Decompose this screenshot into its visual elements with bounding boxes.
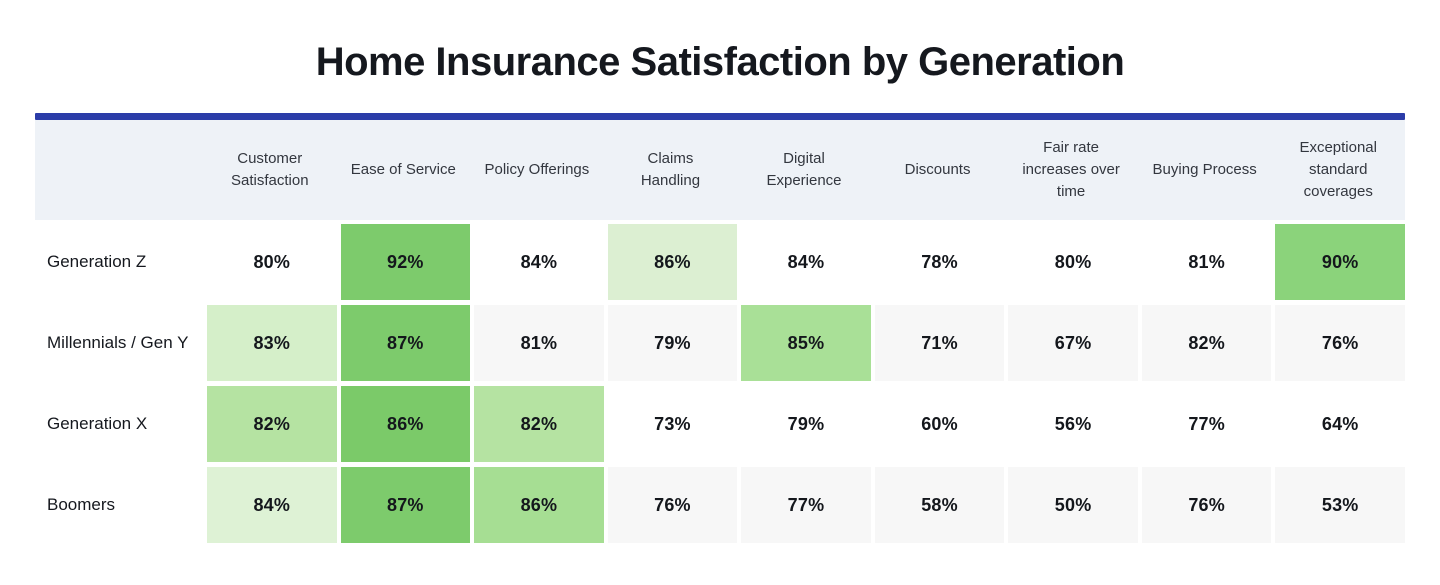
heatmap-cell: 84% xyxy=(474,224,604,300)
heatmap-cell: 90% xyxy=(1275,224,1405,300)
row-label: Generation X xyxy=(47,413,148,433)
heatmap-cell: 77% xyxy=(1141,386,1272,462)
heatmap-cell: 71% xyxy=(874,305,1005,381)
heatmap-header-row: Customer Satisfaction Ease of Service Poli… xyxy=(35,120,1405,220)
column-header: Claims Handling xyxy=(640,150,701,189)
page-title: Home Insurance Satisfaction by Generatio… xyxy=(315,40,1125,84)
heatmap-cell: 53% xyxy=(1275,467,1405,543)
column-header: Customer Satisfaction xyxy=(231,150,309,189)
heatmap-cell: 85% xyxy=(741,305,871,381)
column-header: Buying Process xyxy=(1152,161,1257,179)
heatmap-cell: 79% xyxy=(607,305,738,381)
heatmap-cell: 77% xyxy=(741,467,871,543)
column-header: Discounts xyxy=(904,161,971,179)
heatmap-cell: 80% xyxy=(207,224,337,300)
heatmap-cell: 79% xyxy=(741,386,871,462)
heatmap-cell: 86% xyxy=(607,224,738,300)
heatmap-cell: 76% xyxy=(1275,305,1405,381)
column-header: Ease of Service xyxy=(350,161,456,179)
heatmap-cell: 60% xyxy=(874,386,1005,462)
heatmap-cell: 80% xyxy=(1008,224,1138,300)
heatmap-cell: 78% xyxy=(874,224,1005,300)
heatmap-cell: 87% xyxy=(340,305,471,381)
heatmap-cell: 64% xyxy=(1275,386,1405,462)
heatmap-cell: 58% xyxy=(874,467,1005,543)
heatmap-page: Home Insurance Satisfaction by Generatio… xyxy=(0,40,1440,585)
column-header: Policy Offerings xyxy=(484,161,590,179)
heatmap-cell: 83% xyxy=(207,305,337,381)
heatmap-cell: 84% xyxy=(207,467,337,543)
heatmap-cell: 82% xyxy=(474,386,604,462)
heatmap-cell: 81% xyxy=(1141,224,1272,300)
heatmap-cell: 73% xyxy=(607,386,738,462)
heatmap-cell: 56% xyxy=(1008,386,1138,462)
row-label: Boomers xyxy=(47,494,116,514)
heatmap-cell: 87% xyxy=(340,467,471,543)
heatmap-cell: 86% xyxy=(340,386,471,462)
column-header: Fair rate increases over time xyxy=(1022,139,1120,200)
heatmap-cell: 82% xyxy=(1141,305,1272,381)
heatmap-cell: 50% xyxy=(1008,467,1138,543)
accent-rule xyxy=(35,113,1405,120)
heatmap-grid: Generation Z 80% 92% 84% 86% 84% 78% 80% 81% 90% M… xyxy=(35,224,1405,543)
heatmap-cell: 81% xyxy=(474,305,604,381)
heatmap-cell: 92% xyxy=(340,224,471,300)
row-label: Generation Z xyxy=(47,251,147,271)
heatmap-cell: 82% xyxy=(207,386,337,462)
heatmap-cell: 76% xyxy=(1141,467,1272,543)
heatmap-cell: 76% xyxy=(607,467,738,543)
column-header: Exceptional standard coverages xyxy=(1299,139,1377,200)
row-label: Millennials / Gen Y xyxy=(47,332,189,352)
heatmap-cell: 86% xyxy=(474,467,604,543)
heatmap-cell: 67% xyxy=(1008,305,1138,381)
satisfaction-table: Customer Satisfaction Ease of Service Poli… xyxy=(35,113,1405,543)
heatmap-cell: 84% xyxy=(741,224,871,300)
column-header: Digital Experience xyxy=(766,150,842,189)
